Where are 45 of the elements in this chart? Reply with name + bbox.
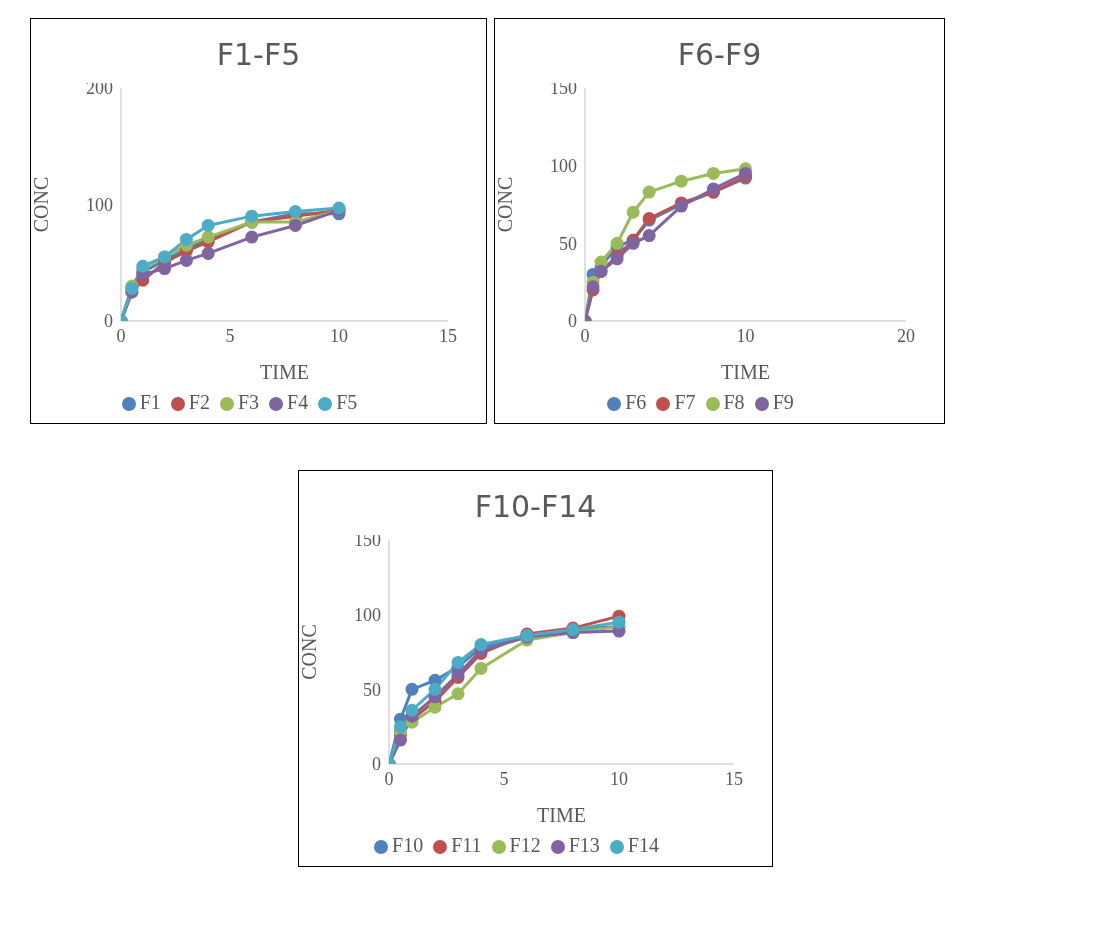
legend-label: F13 xyxy=(568,834,600,856)
x-tick-label: 0 xyxy=(116,325,126,346)
y-tick-label: 0 xyxy=(372,754,381,775)
legend-label: F5 xyxy=(336,391,358,413)
y-tick-label: 100 xyxy=(354,605,381,626)
y-tick-label: 50 xyxy=(559,233,577,254)
y-tick-label: 200 xyxy=(86,78,113,99)
legend-label: F11 xyxy=(451,834,482,856)
x-axis-title: TIME xyxy=(260,361,309,383)
y-tick-label: 50 xyxy=(363,679,381,700)
y-tick-label: 100 xyxy=(550,156,577,177)
y-axis-title: CONC xyxy=(494,176,517,233)
x-tick-label: 10 xyxy=(736,325,755,346)
legend-label: F12 xyxy=(509,834,541,856)
x-tick-label: 15 xyxy=(725,768,743,789)
legend-label: F8 xyxy=(723,391,745,413)
y-axis-title: CONC xyxy=(298,624,321,680)
legend-label: F2 xyxy=(188,391,210,413)
legend-label: F9 xyxy=(772,391,794,413)
y-tick-label: 0 xyxy=(568,311,577,332)
x-tick-label: 20 xyxy=(897,325,915,346)
x-tick-label: 0 xyxy=(580,325,590,346)
x-tick-label: 10 xyxy=(610,768,628,789)
y-tick-label: 0 xyxy=(104,311,113,332)
chart-title: F10-F14 xyxy=(474,489,597,524)
y-axis-title: CONC xyxy=(30,176,53,233)
legend-label: F14 xyxy=(627,834,659,856)
x-axis-title: TIME xyxy=(537,804,586,826)
legend-label: F3 xyxy=(237,391,260,413)
x-tick-label: 10 xyxy=(330,325,348,346)
legend-label: F1 xyxy=(139,391,161,413)
x-tick-label: 5 xyxy=(499,768,509,789)
legend-label: F6 xyxy=(625,391,647,413)
x-tick-label: 5 xyxy=(225,325,235,346)
y-tick-label: 100 xyxy=(86,194,113,215)
x-tick-label: 0 xyxy=(384,768,394,789)
x-tick-label: 15 xyxy=(439,325,457,346)
chart-title: F6-F9 xyxy=(677,37,762,72)
legend-label: F4 xyxy=(287,391,309,413)
x-axis-title: TIME xyxy=(721,361,770,383)
y-tick-label: 150 xyxy=(550,78,577,99)
legend-label: F10 xyxy=(392,834,424,856)
y-tick-label: 150 xyxy=(354,530,381,551)
legend-label: F7 xyxy=(674,391,696,413)
chart-title: F1-F5 xyxy=(216,37,301,72)
